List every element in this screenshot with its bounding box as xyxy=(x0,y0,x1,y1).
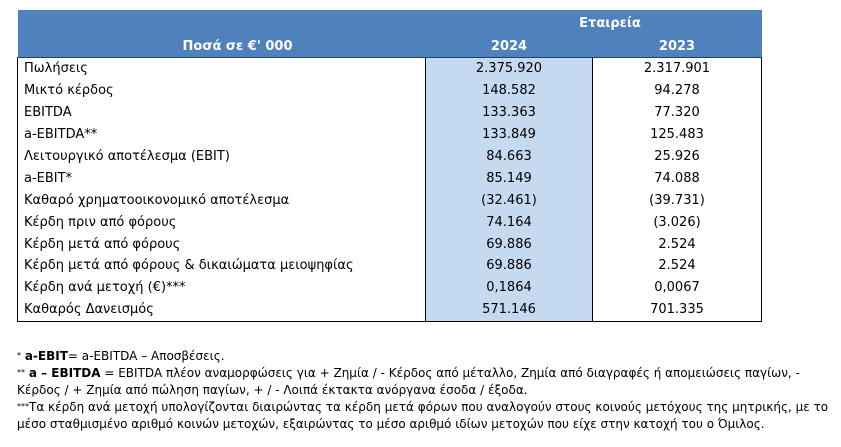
row-label: Κέρδη ανά μετοχή (€)*** xyxy=(17,276,426,299)
footnote-1-term: a-EBIT xyxy=(24,349,68,363)
year-header-2024: 2024 xyxy=(425,36,593,58)
financial-table-container: Εταιρεία Ποσά σε €' 000 2024 2023 Πωλήσε… xyxy=(17,10,762,322)
company-header: Εταιρεία xyxy=(425,10,762,36)
table-row: Πωλήσεις 2.375.920 2.317.901 xyxy=(17,57,762,80)
value-2023: 2.317.901 xyxy=(592,57,762,80)
row-label: Μικτό κέρδος xyxy=(17,79,426,102)
value-2024: 85.149 xyxy=(425,167,593,190)
table-row: a-EBITDA** 133.849 125.483 xyxy=(17,123,762,146)
value-2023: 74.088 xyxy=(592,167,762,190)
footnote-1: * a-EBIT= a-EBITDA – Αποσβέσεις. xyxy=(17,349,225,363)
table-row: Κέρδη μετά από φόρους 69.886 2.524 xyxy=(17,233,762,256)
footnote-2-term: a – EBITDA xyxy=(28,366,101,380)
header-row-company: Εταιρεία xyxy=(17,10,762,36)
row-label: Πωλήσεις xyxy=(17,57,426,80)
value-2023: (3.026) xyxy=(592,211,762,234)
value-2023: 94.278 xyxy=(592,79,762,102)
footnote-2: ** a – EBITDA = EBITDA πλέον αναμορφώσει… xyxy=(17,366,800,397)
header-row-years: Ποσά σε €' 000 2024 2023 xyxy=(17,36,762,58)
table-row: EBITDA 133.363 77.320 xyxy=(17,101,762,124)
row-label: Κέρδη πριν από φόρους xyxy=(17,211,426,234)
table-row: Κέρδη μετά από φόρους & δικαιώματα μειοψ… xyxy=(17,255,762,277)
row-label: a-EBITDA** xyxy=(17,123,426,146)
table-row: Λειτουργικό αποτέλεσμα (EBIT) 84.663 25.92… xyxy=(17,145,762,168)
value-2024: 84.663 xyxy=(425,145,593,168)
table-row: Μικτό κέρδος 148.582 94.278 xyxy=(17,79,762,102)
amounts-header: Ποσά σε €' 000 xyxy=(17,36,426,58)
row-label: Κέρδη μετά από φόρους & δικαιώματα μειοψ… xyxy=(17,255,426,277)
table-row: Καθαρό χρηματοοικονομικό αποτέλεσμα (32.4… xyxy=(17,189,762,212)
value-2024: 2.375.920 xyxy=(425,57,593,80)
value-2023: 77.320 xyxy=(592,101,762,124)
value-2024: 133.363 xyxy=(425,101,593,124)
table-row: a-EBIT* 85.149 74.088 xyxy=(17,167,762,190)
value-2023: 0,0067 xyxy=(592,276,762,299)
value-2024: 69.886 xyxy=(425,233,593,256)
footnotes: * a-EBIT= a-EBITDA – Αποσβέσεις. ** a – … xyxy=(17,348,832,433)
row-label: Καθαρό χρηματοοικονομικό αποτέλεσμα xyxy=(17,189,426,212)
value-2023: 125.483 xyxy=(592,123,762,146)
table-row: Καθαρός Δανεισμός 571.146 701.335 xyxy=(17,298,762,322)
value-2023: 25.926 xyxy=(592,145,762,168)
footnote-3-text: Τα κέρδη ανά μετοχή υπολογίζονται διαιρώ… xyxy=(17,400,829,431)
row-label: a-EBIT* xyxy=(17,167,426,190)
value-2024: 133.849 xyxy=(425,123,593,146)
footnote-2-text: = EBITDA πλέον αναμορφώσεις για + Ζημία … xyxy=(17,366,800,397)
value-2024: (32.461) xyxy=(425,189,593,212)
value-2024: 69.886 xyxy=(425,255,593,277)
value-2024: 148.582 xyxy=(425,79,593,102)
value-2023: 2.524 xyxy=(592,255,762,277)
year-header-2023: 2023 xyxy=(592,36,762,58)
value-2024: 74.164 xyxy=(425,211,593,234)
table-row: Κέρδη πριν από φόρους 74.164 (3.026) xyxy=(17,211,762,234)
value-2023: 701.335 xyxy=(592,298,762,322)
value-2024: 0,1864 xyxy=(425,276,593,299)
footnote-1-text: = a-EBITDA – Αποσβέσεις. xyxy=(67,349,225,363)
financial-table: Εταιρεία Ποσά σε €' 000 2024 2023 Πωλήσε… xyxy=(17,10,762,322)
value-2023: 2.524 xyxy=(592,233,762,256)
footnote-3: ***Τα κέρδη ανά μετοχή υπολογίζονται δια… xyxy=(17,400,829,431)
table-row: Κέρδη ανά μετοχή (€)*** 0,1864 0,0067 xyxy=(17,276,762,299)
value-2024: 571.146 xyxy=(425,298,593,322)
value-2023: (39.731) xyxy=(592,189,762,212)
row-label: Κέρδη μετά από φόρους xyxy=(17,233,426,256)
row-label: Καθαρός Δανεισμός xyxy=(17,298,426,322)
row-label: Λειτουργικό αποτέλεσμα (EBIT) xyxy=(17,145,426,168)
row-label: EBITDA xyxy=(17,101,426,124)
table-body: Πωλήσεις 2.375.920 2.317.901 Μικτό κέρδος 14… xyxy=(17,57,762,322)
